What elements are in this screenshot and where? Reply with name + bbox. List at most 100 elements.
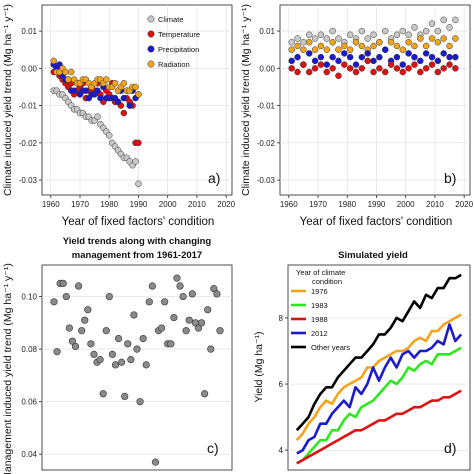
panel-b-point-precipitation bbox=[370, 57, 377, 65]
panel-a-point-precipitation bbox=[120, 94, 128, 102]
panel-a-point-temperature bbox=[120, 109, 128, 117]
panel-a-y-tick-label: 0.01 bbox=[21, 27, 37, 36]
panel-b-point-climate bbox=[422, 27, 430, 35]
panel-c-point bbox=[50, 298, 58, 306]
panel-c-point bbox=[65, 324, 73, 332]
panel-c-point bbox=[157, 324, 166, 332]
panel-c-point bbox=[194, 324, 203, 332]
panel-c-point bbox=[99, 390, 107, 398]
panel-c-point bbox=[161, 298, 169, 306]
legend-label-radiation: Radiation bbox=[158, 60, 190, 69]
panel-a-x-tick-label: 2000 bbox=[159, 200, 177, 209]
panel-d-lines bbox=[295, 273, 463, 465]
panel-b-point-climate bbox=[300, 39, 307, 46]
panel-c-title-line-1: Yield trends along with changing bbox=[63, 236, 212, 247]
panel-d: Simulated yield 4 6 8 Year of climate cond… bbox=[253, 250, 471, 471]
panel-b-point-precipitation bbox=[317, 53, 325, 61]
panel-c-point bbox=[74, 282, 83, 290]
legend-label-1983: 1983 bbox=[311, 301, 328, 310]
panel-b-point-temperature bbox=[352, 68, 360, 76]
panel-c-point bbox=[201, 390, 209, 398]
legend-marker-temperature bbox=[147, 30, 155, 38]
panel-d-label: d) bbox=[444, 440, 456, 456]
panel-b-point-precipitation bbox=[358, 53, 366, 61]
panel-c-point bbox=[111, 361, 120, 369]
panel-b-point-climate bbox=[440, 16, 447, 24]
panel-b-point-radiation bbox=[393, 42, 401, 50]
panel-b-point-precipitation bbox=[417, 57, 424, 65]
panel-c-point bbox=[133, 345, 141, 353]
panel-b-point-temperature bbox=[305, 68, 313, 76]
panel-c-point bbox=[96, 356, 104, 364]
legend-label-2012: 2012 bbox=[311, 329, 328, 338]
panel-a-point-precipitation bbox=[97, 94, 104, 102]
panel-b-point-precipitation bbox=[323, 61, 331, 68]
panel-b-point-precipitation bbox=[294, 53, 301, 61]
panel-c-point bbox=[127, 356, 135, 364]
panel-d-legend-title-line-2: condition bbox=[312, 277, 342, 286]
legend-label-precipitation: Precipitation bbox=[158, 45, 199, 54]
panel-b-point-temperature bbox=[288, 65, 295, 72]
panel-c-point bbox=[59, 279, 67, 287]
panel-a-y-tick-label: -0.02 bbox=[19, 139, 38, 148]
panel-b-point-temperature bbox=[300, 61, 307, 68]
panel-c-point bbox=[170, 313, 178, 322]
panel-c-point bbox=[68, 337, 77, 345]
panel-a-label: a) bbox=[208, 170, 220, 186]
panel-b-point-radiation bbox=[387, 39, 395, 46]
panel-c-point bbox=[216, 327, 224, 335]
panel-b-point-temperature bbox=[387, 61, 395, 68]
panel-c-point bbox=[151, 458, 160, 466]
panel-a-legend: Climate Temperature Precipitation Radiat… bbox=[147, 15, 200, 69]
panel-a-grid bbox=[42, 5, 232, 195]
panel-b-x-tick-label: 1980 bbox=[338, 200, 356, 209]
panel-b-point-temperature bbox=[411, 61, 418, 68]
panel-c-point bbox=[87, 340, 95, 348]
panel-b-point-climate bbox=[393, 31, 401, 39]
panel-b-point-temperature bbox=[417, 68, 424, 76]
panel-a-point-radiation bbox=[132, 83, 139, 91]
panel-b-point-radiation bbox=[422, 42, 430, 50]
panel-b-y-tick-label: -0.02 bbox=[257, 139, 276, 148]
panel-d-y-axis-label: Yield (Mg ha⁻¹) bbox=[253, 331, 265, 402]
panel-c-point bbox=[53, 348, 61, 356]
panel-a-point-precipitation bbox=[70, 87, 78, 94]
panel-b-point-temperature bbox=[452, 65, 459, 72]
panel-b-point-climate bbox=[381, 27, 389, 35]
panel-b-point-climate bbox=[329, 27, 336, 35]
legend-label-climate: Climate bbox=[158, 15, 183, 24]
panel-b-point-climate bbox=[452, 16, 459, 24]
panel-b-x-tick-label: 2000 bbox=[397, 200, 415, 209]
panel-b-point-precipitation bbox=[405, 50, 412, 57]
panel-b-point-climate bbox=[428, 20, 436, 27]
panel-b-point-precipitation bbox=[376, 53, 383, 61]
panel-b-point-radiation bbox=[417, 35, 424, 42]
panel-b-point-temperature bbox=[329, 65, 336, 72]
panel-b-point-radiation bbox=[323, 46, 331, 53]
panel-b-point-precipitation bbox=[399, 61, 407, 68]
panel-b-point-temperature bbox=[393, 65, 401, 72]
panel-a-point-climate bbox=[132, 158, 139, 165]
panel-b-point-radiation bbox=[329, 39, 336, 46]
panel-a-x-tick-label: 1970 bbox=[71, 200, 89, 209]
panel-a-ticks: -0.03 -0.02 -0.01 0.00 0.01 1960 1970 1980 1990 2… bbox=[19, 27, 236, 209]
panel-b-grid bbox=[280, 5, 470, 195]
panel-a-x-tick-label: 1980 bbox=[100, 200, 118, 209]
panel-c-point bbox=[176, 282, 184, 290]
panel-b-point-climate bbox=[294, 35, 301, 42]
legend-marker-precipitation bbox=[147, 45, 155, 53]
panel-b-point-temperature bbox=[294, 68, 301, 76]
panel-b-y-tick-label: 0.01 bbox=[259, 27, 275, 36]
legend-marker-climate bbox=[147, 15, 155, 23]
panel-d-line-1976 bbox=[295, 313, 462, 442]
panel-a-x-tick-label: 2020 bbox=[217, 200, 235, 209]
legend-label-temperature: Temperature bbox=[158, 30, 200, 39]
panel-d-plot-area bbox=[287, 264, 471, 471]
panel-c-point bbox=[145, 298, 153, 306]
panel-b-point-temperature bbox=[323, 68, 331, 76]
panel-b-point-climate bbox=[364, 35, 371, 42]
panel-b-point-radiation bbox=[370, 42, 377, 50]
panel-b-point-climate bbox=[317, 31, 325, 39]
panel-b-point-precipitation bbox=[446, 53, 453, 61]
